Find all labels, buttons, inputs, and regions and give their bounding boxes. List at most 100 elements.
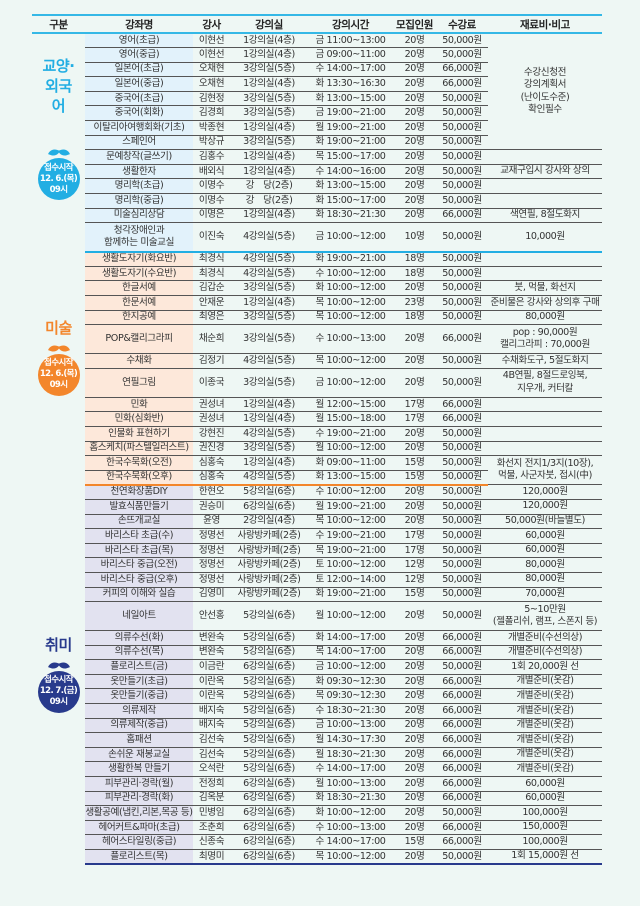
class-time: 토 10:00~12:00 [308,557,393,573]
badge-time: 09시 [49,697,68,708]
teacher: 심홍숙 [193,455,230,471]
table-row: 한문서예 안재운 1강의실(4층) 목 10:00~12:00 23명 50,000원 준비… [32,295,602,311]
table-row: 생활한자 배외식 1강의실(4층) 수 14:00~16:00 20명 50,000원 교재… [32,164,602,180]
table-row: 헤어스타일링(중급) 신종숙 6강의실(6층) 수 14:00~17:00 15명 66,… [32,834,602,850]
course-name: 스페인어 [85,135,193,151]
teacher: 권성녀 [193,397,230,413]
room: 3강의실(5층) [230,62,308,78]
remark: 개별준비(옷감) [488,747,602,763]
room: 1강의실(4층) [230,33,308,49]
fee: 50,000원 [436,543,488,559]
leaf-icon [57,660,70,671]
fee: 50,000원 [436,557,488,573]
teacher: 이란옥 [193,674,230,690]
course-name: 바리스타 중급(오후) [85,572,193,588]
room: 6강의실(6층) [230,791,308,807]
fee: 50,000원 [436,251,488,267]
fee: 50,000원 [436,105,488,122]
room: 사랑방카페(2층) [230,557,308,573]
course-name: 한문서예 [85,295,193,311]
teacher: 최명미 [193,849,230,866]
capacity: 20명 [393,805,436,821]
fee: 50,000원 [436,426,488,442]
table-row: 바리스타 초급(목) 정명선 사랑방카페(2층) 목 19:00~21:00 17명 50… [32,543,602,559]
teacher: 김영미 [193,587,230,603]
table-row: 헤어커트&파마(초급) 조춘희 6강의실(6층) 수 10:00~13:00 20명 66… [32,820,602,836]
remark: 60,000원 [488,776,602,792]
room: 5강의실(6층) [230,630,308,646]
capacity: 20명 [393,761,436,778]
teacher: 김갑순 [193,280,230,296]
class-time: 월 10:00~12:00 [308,441,393,457]
table-row: 의류제작(중급) 배지숙 5강의실(6층) 금 10:00~13:00 20명 66,00… [32,718,602,734]
badge-date: 12. 7.(금) [39,686,78,697]
course-name: 한국수묵화(오전) [85,455,193,471]
table-row: 중국어(초급) 김현정 3강의실(5층) 화 13:00~15:00 20명 50,000… [32,91,602,107]
fee: 50,000원 [436,149,488,165]
capacity: 20명 [393,368,436,398]
fee: 66,000원 [436,324,488,355]
table-row: 플로리스트(금) 이금란 6강의실(6층) 금 10:00~12:00 20명 50,00… [32,659,602,675]
fee: 66,000원 [436,791,488,807]
teacher: 이금란 [193,659,230,675]
room: 1강의실(4층) [230,295,308,311]
table-row: 생활한복 만들기 오석란 5강의실(6층) 수 14:00~17:00 20명 66,00… [32,761,602,778]
table-row: 네일아트 안선홍 5강의실(6층) 월 10:00~12:00 20명 50,000원 5~… [32,601,602,632]
remark: 70,000원 [488,587,602,603]
capacity: 20명 [393,193,436,209]
class-time: 금 10:00~12:00 [308,368,393,398]
capacity: 12명 [393,557,436,573]
fee: 50,000원 [436,120,488,136]
course-name: 연필그림 [85,368,193,398]
table-row: 민화(심화반) 권성녀 1강의실(4층) 월 15:00~18:00 17명 66,000… [32,411,602,427]
badge-title: 접수시작 [44,358,73,369]
badge-time: 09시 [49,184,68,195]
remark: 개별준비(옷감) [488,718,602,734]
table-row: 일본어(중급) 오채현 1강의실(4층) 화 13:30~16:30 20명 66,000… [32,76,602,92]
room: 1강의실(4층) [230,47,308,63]
capacity: 20명 [393,105,436,122]
table-row: 영어(중급) 이현선 1강의실(4층) 금 09:00~11:00 20명 50,000원 [32,47,602,63]
teacher: 심홍숙 [193,470,230,486]
table-row: 바리스타 중급(오후) 정명선 사랑방카페(2층) 토 12:00~14:00 12명 5… [32,572,602,588]
fee: 50,000원 [436,222,488,253]
course-name: 바리스타 초급(목) [85,543,193,559]
course-name: 명리학(초급) [85,178,193,195]
table-row: 명리학(중급) 이명수 강 당(2층) 화 15:00~17:00 20명 50,000원 [32,193,602,209]
room: 5강의실(6층) [230,747,308,763]
room: 4강의실(5층) [230,470,308,486]
course-name: 의류제작(중급) [85,718,193,734]
capacity: 18명 [393,251,436,267]
room: 4강의실(5층) [230,222,308,253]
course-name: 한지공예 [85,310,193,326]
header-course: 강좌명 [85,14,193,34]
room: 3강의실(5층) [230,310,308,326]
table-row: 미술심리상담 이명은 1강의실(4층) 화 18:30~21:30 20명 66,000원… [32,208,602,224]
course-name: 생활한복 만들기 [85,761,193,778]
fee: 66,000원 [436,703,488,719]
course-table: 구분 강좌명 강사 강의실 강의시간 모집인원 수강료 재료비·비고 교양·외국… [32,14,602,866]
course-name: 손쉬운 재봉교실 [85,747,193,763]
class-time: 토 12:00~14:00 [308,572,393,588]
course-name: 손뜨개교실 [85,514,193,530]
header-capacity: 모집인원 [393,14,436,34]
teacher: 오채현 [193,76,230,92]
capacity: 20명 [393,791,436,807]
category-cell: 교양·외국어 접수시작 12. 6.(목) 09시 [32,33,85,252]
class-time: 화 10:00~12:00 [308,280,393,296]
capacity: 17명 [393,411,436,427]
remark [488,411,602,427]
room: 6강의실(6층) [230,805,308,821]
fee: 50,000원 [436,587,488,603]
capacity: 20명 [393,718,436,734]
capacity: 20명 [393,208,436,224]
table-row: 홈스케치(파스텔일러스트) 권진경 3강의실(5층) 월 10:00~12:00 20명… [32,441,602,457]
fee: 50,000원 [436,164,488,180]
fee: 50,000원 [436,368,488,398]
table-row: 의류수선(목) 변완숙 5강의실(6층) 목 14:00~17:00 20명 66,000… [32,645,602,661]
remark: 60,000원 [488,543,602,559]
teacher: 변완숙 [193,630,230,646]
class-time: 수 14:00~16:00 [308,164,393,180]
remark: 120,000원 [488,484,602,500]
room: 1강의실(4층) [230,76,308,92]
